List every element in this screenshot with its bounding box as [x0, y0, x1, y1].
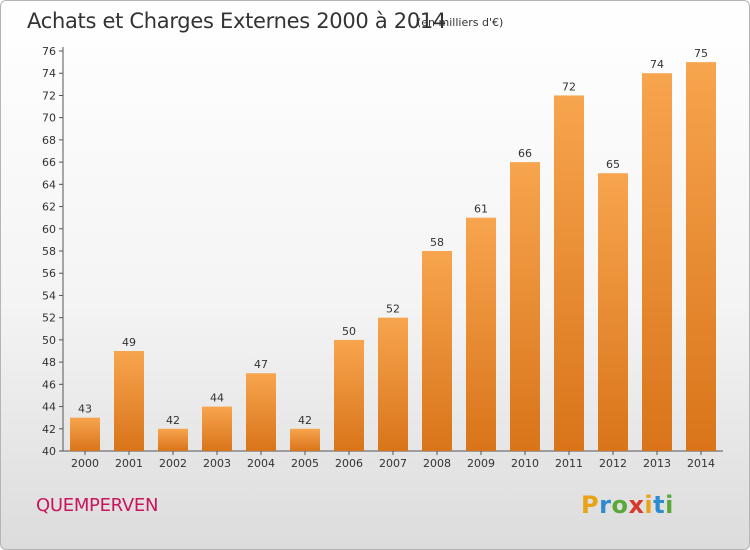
bar — [642, 73, 672, 451]
y-tick-label: 44 — [42, 401, 56, 414]
x-tick-label: 2002 — [159, 457, 187, 470]
bar — [598, 173, 628, 451]
bar-value-label: 74 — [650, 58, 664, 71]
x-tick-label: 2000 — [71, 457, 99, 470]
y-tick-label: 60 — [42, 223, 56, 236]
bar-value-label: 47 — [254, 358, 268, 371]
y-tick-label: 40 — [42, 445, 56, 458]
bar — [202, 406, 232, 451]
brand-letter: i — [665, 491, 674, 519]
y-tick-label: 66 — [42, 156, 56, 169]
bar — [510, 162, 540, 451]
x-tick-label: 2011 — [555, 457, 583, 470]
x-tick-label: 2006 — [335, 457, 363, 470]
x-tick-label: 2005 — [291, 457, 319, 470]
bar — [554, 95, 584, 451]
brand-letter: o — [611, 491, 629, 519]
commune-name: QUEMPERVEN — [36, 495, 159, 516]
x-tick-label: 2010 — [511, 457, 539, 470]
bar-value-label: 75 — [694, 47, 708, 60]
bar-value-label: 49 — [122, 336, 136, 349]
x-tick-label: 2008 — [423, 457, 451, 470]
bar — [378, 317, 408, 451]
brand-logo: Proxiti — [581, 491, 674, 519]
y-tick-label: 72 — [42, 89, 56, 102]
bar-value-label: 50 — [342, 325, 356, 338]
bar-value-label: 58 — [430, 236, 444, 249]
bar-value-label: 43 — [78, 403, 92, 416]
x-tick-label: 2004 — [247, 457, 275, 470]
y-tick-label: 54 — [42, 289, 56, 302]
x-tick-label: 2013 — [643, 457, 671, 470]
x-tick-label: 2012 — [599, 457, 627, 470]
bar — [334, 339, 364, 451]
y-tick-label: 74 — [42, 67, 56, 80]
brand-letter: x — [628, 491, 645, 519]
y-tick-label: 68 — [42, 134, 56, 147]
y-tick-label: 70 — [42, 112, 56, 125]
y-tick-label: 56 — [42, 267, 56, 280]
bar-value-label: 52 — [386, 303, 400, 316]
x-tick-label: 2014 — [687, 457, 715, 470]
bar — [686, 62, 716, 451]
brand-letter: i — [644, 491, 654, 519]
y-tick-label: 48 — [42, 356, 56, 369]
chart-title: Achats et Charges Externes 2000 à 2014 — [27, 9, 447, 33]
brand-letter: r — [599, 491, 612, 519]
y-tick-label: 46 — [42, 378, 56, 391]
bar-value-label: 72 — [562, 80, 576, 93]
y-tick-label: 50 — [42, 334, 56, 347]
brand-letter: t — [653, 491, 666, 519]
bar-value-label: 65 — [606, 158, 620, 171]
bar — [422, 251, 452, 451]
bar-value-label: 66 — [518, 147, 532, 160]
bar-value-label: 61 — [474, 203, 488, 216]
y-tick-label: 64 — [42, 178, 56, 191]
x-tick-label: 2009 — [467, 457, 495, 470]
x-tick-label: 2003 — [203, 457, 231, 470]
y-tick-label: 76 — [42, 45, 56, 58]
bar-value-label: 44 — [210, 392, 224, 405]
brand-letter: P — [581, 491, 600, 519]
x-tick-label: 2007 — [379, 457, 407, 470]
bar — [246, 373, 276, 451]
chart-subtitle: (en milliers d'€) — [417, 16, 504, 29]
y-tick-label: 42 — [42, 423, 56, 436]
x-tick-label: 2001 — [115, 457, 143, 470]
bar — [70, 417, 100, 451]
y-tick-label: 62 — [42, 201, 56, 214]
bar-value-label: 42 — [166, 414, 180, 427]
bar-value-label: 42 — [298, 414, 312, 427]
y-tick-label: 58 — [42, 245, 56, 258]
bar — [114, 351, 144, 451]
y-tick-label: 52 — [42, 312, 56, 325]
bar — [290, 428, 320, 451]
bar — [466, 217, 496, 451]
bar — [158, 428, 188, 451]
